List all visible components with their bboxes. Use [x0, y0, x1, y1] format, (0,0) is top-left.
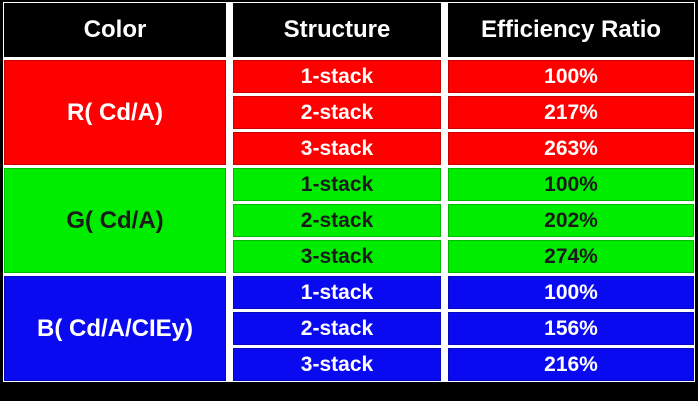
efficiency-cell-red-2: 217%	[448, 96, 694, 129]
structure-cell-blue-3: 3-stack	[233, 348, 441, 381]
structure-cell-green-2: 2-stack	[233, 204, 441, 237]
color-cell-red: R( Cd/A)	[4, 60, 226, 165]
efficiency-cell-green-1: 100%	[448, 168, 694, 201]
efficiency-cell-green-2: 202%	[448, 204, 694, 237]
structure-cell-red-1: 1-stack	[233, 60, 441, 93]
structure-cell-red-2: 2-stack	[233, 96, 441, 129]
structure-cell-green-1: 1-stack	[233, 168, 441, 201]
efficiency-cell-blue-2: 156%	[448, 312, 694, 345]
bottom-bar	[3, 382, 695, 401]
structure-cell-blue-1: 1-stack	[233, 276, 441, 309]
efficiency-cell-red-3: 263%	[448, 132, 694, 165]
efficiency-cell-blue-1: 100%	[448, 276, 694, 309]
efficiency-cell-green-3: 274%	[448, 240, 694, 273]
structure-cell-red-3: 3-stack	[233, 132, 441, 165]
header-cell-color: Color	[4, 3, 226, 57]
color-cell-blue: B( Cd/A/CIEy)	[4, 276, 226, 381]
header-cell-structure: Structure	[233, 3, 441, 57]
efficiency-cell-red-1: 100%	[448, 60, 694, 93]
structure-cell-blue-2: 2-stack	[233, 312, 441, 345]
efficiency-table: Color Structure Efficiency Ratio R( Cd/A…	[3, 2, 695, 382]
structure-cell-green-3: 3-stack	[233, 240, 441, 273]
header-cell-efficiency-ratio: Efficiency Ratio	[448, 3, 694, 57]
efficiency-cell-blue-3: 216%	[448, 348, 694, 381]
color-cell-green: G( Cd/A)	[4, 168, 226, 273]
